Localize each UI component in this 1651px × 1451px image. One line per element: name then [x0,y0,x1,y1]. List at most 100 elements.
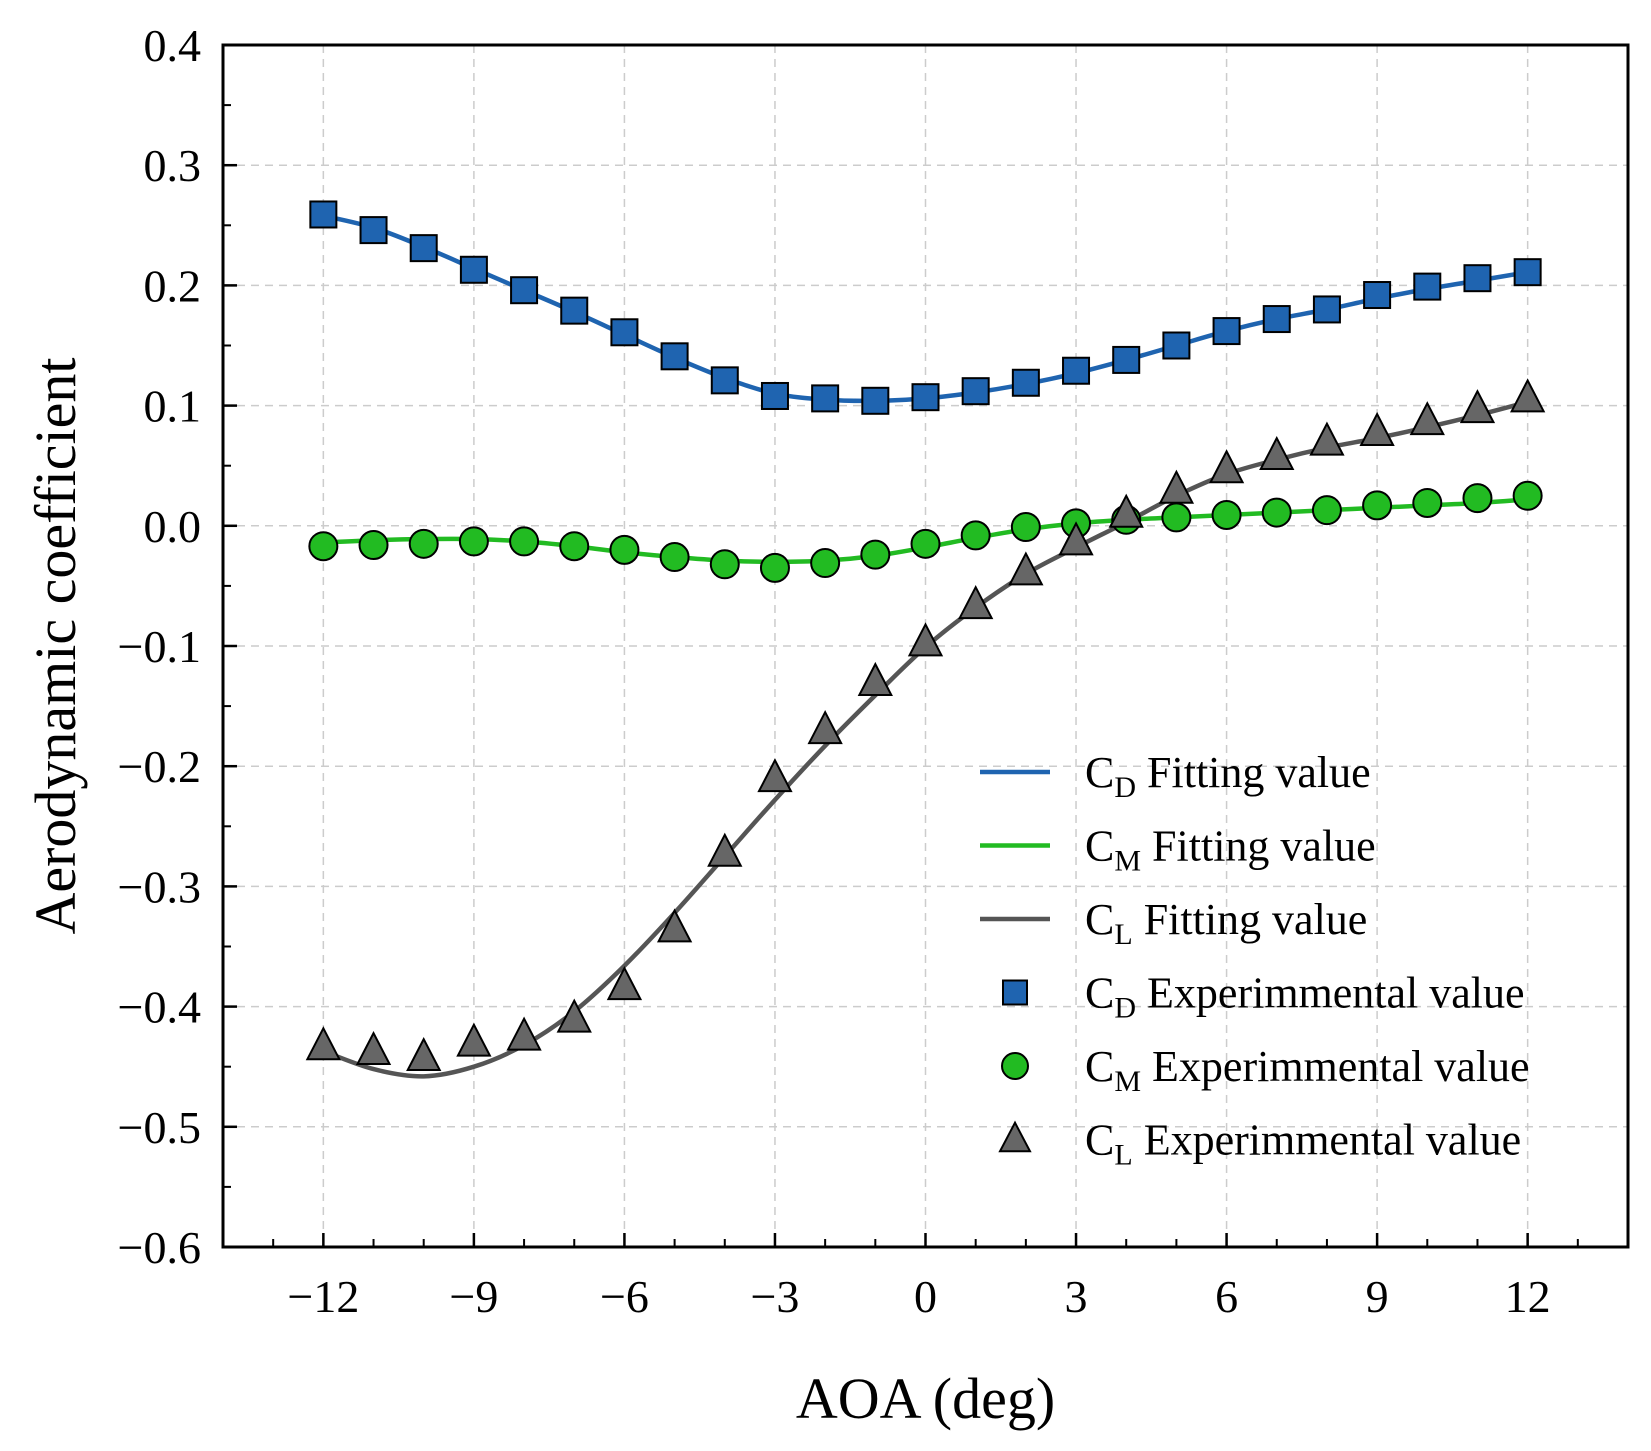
y-tick-label: −0.3 [118,861,201,912]
cm-exp-point [759,552,790,583]
cd-exp-point [660,342,689,371]
cm-exp-point [1412,487,1443,518]
cm-exp-point [1311,495,1342,526]
x-tick-label: −9 [449,1271,498,1322]
y-tick-label: −0.4 [118,982,201,1033]
cd-exp-point [1011,368,1040,397]
cd-exp-point [861,386,890,415]
cl-exp-point [1259,435,1295,471]
cd-exp-point [1363,281,1392,310]
cd-exp-point [1312,295,1341,324]
legend-label-text: Fitting value [1141,822,1376,871]
legend-label: CD Experimmental value [1085,969,1525,1025]
cl-exp-point [656,908,693,943]
cm-exp-point [358,530,389,561]
x-tick-labels: −12 −9 −6 −3 0 3 6 9 12 [287,1271,1550,1322]
cm-exp-point [1462,483,1493,514]
legend-label-subscript: M [1114,1065,1141,1098]
cm-exp-point [1010,512,1041,543]
legend-entry-cl-exp: CL Experimmental value [998,1116,1521,1172]
cl-exp-point [456,1022,492,1057]
cd-exp-point [510,276,539,305]
cd-exp-point [1162,331,1191,360]
cd-exp-point [1262,305,1291,334]
legend-label-text: Experimmental value [1141,1042,1530,1091]
y-tick-label: −0.2 [118,741,201,792]
cd-exp-point [610,318,639,347]
legend-label-subscript: D [1114,992,1136,1025]
cl-exp-point [1509,378,1546,413]
cl-exp-point [757,758,793,793]
y-tick-label: −0.6 [118,1222,201,1273]
cm-exp-point [659,542,690,573]
y-tick-label: 0.0 [144,501,202,552]
y-tick-labels: 0.4 0.3 0.2 0.1 0.0 −0.1 −0.2 −0.3 −0.4 −0.5 −0.6 [118,20,201,1273]
cd-exp-point [1463,264,1492,293]
legend-label-main: C [1085,1116,1114,1165]
y-tick-label: −0.5 [118,1102,201,1153]
cm-exp-point [910,528,941,559]
x-tick-label: 0 [914,1271,937,1322]
cd-exp-point [459,255,488,284]
legend-swatch-marker [1001,1052,1029,1080]
legend-label-main: C [1085,1042,1114,1091]
cd-exp-point [911,383,940,412]
legend-label-text: Fitting value [1136,748,1371,797]
cm-exp-point [509,526,540,557]
legend-label: CL Experimmental value [1085,1116,1521,1172]
legend-entry-cl-fit: CL Fitting value [980,895,1367,951]
cl-exp-point [406,1036,442,1072]
cl-exp-point [1008,551,1044,586]
cd-exp-point [309,200,338,229]
x-tick-label: −3 [750,1271,799,1322]
cd-exp-point [1062,356,1091,385]
legend-swatch-marker [998,1120,1032,1153]
cm-exp-point [860,539,891,570]
cd-exp-point [710,366,739,395]
cl-exp-point [606,966,643,1001]
cm-exp-point [709,549,740,580]
legend-label: CL Fitting value [1085,895,1367,951]
cd-exp-point [1413,272,1442,301]
cm-exp-point [960,520,991,551]
legend-entry-cd-exp: CD Experimmental value [1002,969,1525,1025]
y-axis-title: Aerodynamic coefficient [23,357,88,934]
cl-exp-point [857,661,893,697]
cm-exp-point [1211,499,1242,530]
cm-exp-point [1261,497,1292,528]
legend-label-subscript: L [1114,1139,1132,1172]
cl-exp-point [556,998,592,1033]
cm-exp-point [458,526,489,557]
x-tick-label: 9 [1366,1271,1389,1322]
cd-exp-point [760,381,789,410]
cd-exp-point [409,234,438,263]
legend-entry-cm-fit: CM Fitting value [980,822,1376,878]
cm-exp-point [1161,502,1192,533]
legend-label-subscript: M [1114,845,1141,878]
legend-label-subscript: L [1114,918,1132,951]
cl-exp-point [958,585,994,620]
cm-exp-points [308,480,1543,583]
cd-exp-point [1112,345,1141,374]
cm-exp-point [609,534,640,565]
legend-label-text: Experimmental value [1136,969,1525,1018]
cl-exp-point [305,1026,342,1061]
cl-exp-point [355,1030,392,1066]
legend-label-text: Experimmental value [1133,1116,1522,1165]
cl-exp-point [1359,411,1395,446]
legend-label: CD Fitting value [1085,748,1371,804]
legend-label: CM Experimmental value [1085,1042,1530,1098]
legend-label-text: Fitting value [1133,895,1368,944]
legend-label-main: C [1085,748,1114,797]
x-tick-label: −6 [600,1271,649,1322]
cm-exp-point [1362,490,1393,521]
cl-exp-point [907,622,944,657]
cl-exp-point [707,832,743,867]
legend-label-main: C [1085,822,1114,871]
cl-exp-point [1208,449,1245,484]
cd-exp-point [811,384,840,413]
cm-exp-point [559,531,590,562]
cm-exp-point [308,531,339,562]
series-layer [305,200,1546,1079]
